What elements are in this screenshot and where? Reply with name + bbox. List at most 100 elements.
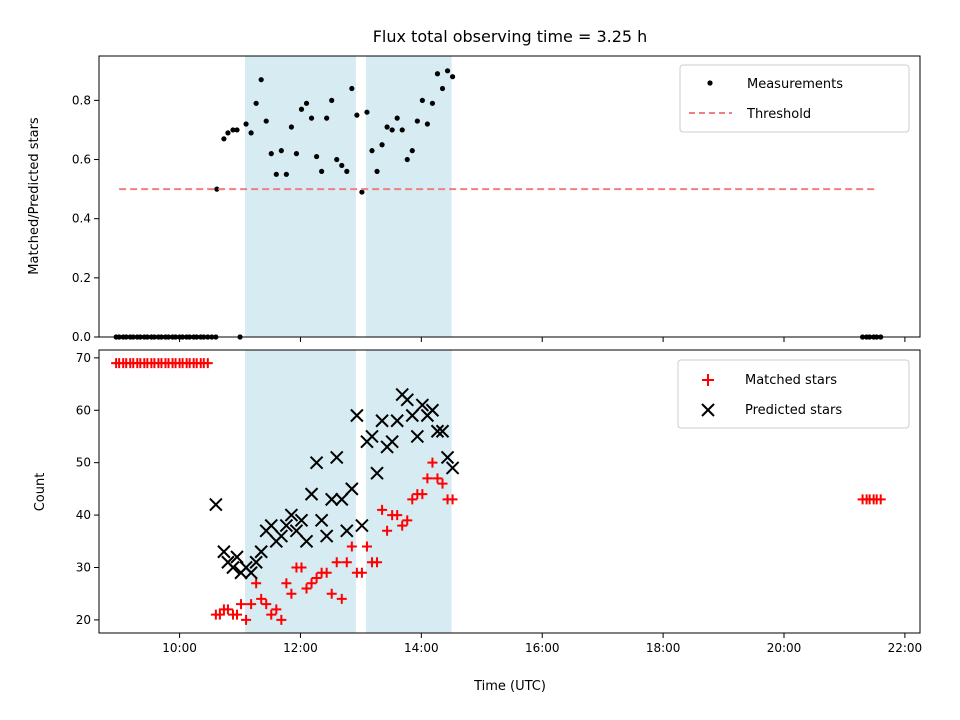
- matched-star-point: [241, 614, 252, 625]
- measurement-point: [243, 121, 249, 127]
- measurement-point: [339, 162, 345, 169]
- bottom-series: [111, 358, 886, 625]
- matched-star-point: [266, 609, 277, 620]
- matched-star-point: [402, 515, 413, 526]
- measurement-point: [303, 100, 310, 106]
- matched-star-point: [361, 541, 372, 552]
- predicted-star-point: [249, 555, 263, 569]
- predicted-star-point: [400, 393, 414, 407]
- matched-star-point: [356, 567, 367, 578]
- predicted-star-point: [274, 529, 289, 543]
- legend-threshold-label: Threshold: [746, 107, 811, 122]
- y-tick-label: 70: [76, 351, 91, 365]
- top-legend-box: [679, 64, 910, 133]
- measurement-point: [359, 189, 365, 195]
- top-legend: Measurements Threshold: [679, 64, 910, 133]
- predicted-star-point: [330, 450, 344, 465]
- y-tick-label: 60: [76, 403, 91, 417]
- matched-star-point: [306, 578, 317, 589]
- matched-star-point: [346, 541, 357, 552]
- measurement-point: [308, 115, 315, 121]
- legend-predicted-marker: [701, 403, 715, 417]
- predicted-star-point: [345, 482, 359, 496]
- measurement-point: [344, 168, 350, 174]
- y-tick-label: 0.4: [72, 212, 91, 226]
- measurement-point: [389, 127, 395, 133]
- measurement-point: [283, 171, 289, 177]
- matched-star-point: [246, 599, 257, 610]
- chart-title: Flux total observing time = 3.25 h: [373, 27, 648, 46]
- matched-star-point: [232, 609, 243, 620]
- measurement-point: [414, 118, 420, 124]
- matched-star-point: [447, 494, 458, 505]
- top-panel: 0.00.20.40.60.8 Matched/Predicted stars …: [27, 55, 921, 344]
- top-plot-frame: [98, 55, 921, 338]
- measurement-point: [409, 148, 415, 154]
- measurement-point: [424, 121, 430, 127]
- predicted-star-point: [264, 518, 278, 533]
- x-tick-label: 14:00: [404, 641, 439, 655]
- matched-star-point: [331, 557, 342, 568]
- predicted-star-point: [289, 524, 304, 538]
- predicted-star-point: [324, 492, 339, 507]
- y-tick-label: 40: [76, 508, 91, 522]
- y-tick-label: 0.6: [72, 153, 91, 167]
- matched-star-point: [301, 583, 312, 594]
- measurement-point: [273, 171, 279, 177]
- predicted-star-point: [445, 461, 460, 475]
- x-tick-label: 16:00: [525, 641, 560, 655]
- x-tick-label: 22:00: [888, 641, 923, 655]
- measurement-point: [298, 106, 305, 112]
- predicted-star-point: [294, 513, 309, 528]
- matched-star-point: [286, 588, 297, 599]
- measurement-point: [354, 112, 360, 118]
- measurement-point: [319, 168, 325, 174]
- measurement-point: [404, 156, 410, 163]
- x-axis-label: Time (UTC): [473, 679, 546, 694]
- measurement-point: [419, 97, 425, 103]
- predicted-star-point: [365, 429, 379, 444]
- bottom-legend-box: [677, 359, 910, 429]
- measurement-point: [364, 109, 370, 115]
- predicted-star-point: [410, 429, 425, 444]
- predicted-star-point: [390, 414, 404, 428]
- measurement-point: [214, 186, 220, 192]
- matched-star-point: [397, 520, 408, 531]
- matched-star-point: [341, 557, 352, 568]
- predicted-star-point: [340, 524, 354, 538]
- measurement-point: [263, 118, 269, 124]
- legend-matched-marker: [702, 374, 714, 386]
- matched-star-point: [276, 614, 287, 625]
- matched-star-point: [202, 358, 213, 369]
- matched-star-point: [392, 510, 403, 521]
- x-tick-label: 10:00: [162, 641, 197, 655]
- measurement-point: [230, 127, 236, 133]
- measurement-point: [324, 115, 330, 121]
- matched-star-point: [251, 578, 262, 589]
- predicted-star-point: [370, 466, 384, 480]
- predicted-star-point: [299, 534, 314, 548]
- matched-star-point: [271, 604, 282, 615]
- predicted-star-point: [309, 455, 324, 470]
- matched-star-point: [296, 562, 307, 573]
- legend-measurements-label: Measurements: [747, 77, 843, 92]
- matched-star-point: [417, 489, 428, 500]
- measurement-point: [258, 77, 264, 83]
- matched-star-point: [281, 578, 292, 589]
- matched-star-point: [377, 504, 388, 515]
- measurement-point: [349, 85, 355, 92]
- shaded-interval: [245, 350, 356, 633]
- predicted-star-point: [425, 403, 440, 417]
- matched-star-point: [432, 473, 443, 484]
- measurement-point: [234, 127, 240, 133]
- predicted-star-point: [314, 513, 329, 528]
- measurement-point: [288, 124, 295, 130]
- predicted-star-point: [304, 487, 319, 501]
- matched-star-point: [321, 567, 332, 578]
- y-tick-label: 30: [76, 560, 91, 574]
- predicted-star-point: [350, 408, 364, 423]
- matched-star-point: [214, 609, 225, 620]
- y-tick-label: 0.8: [72, 93, 91, 107]
- matched-star-point: [407, 494, 418, 505]
- predicted-star-point: [254, 545, 268, 559]
